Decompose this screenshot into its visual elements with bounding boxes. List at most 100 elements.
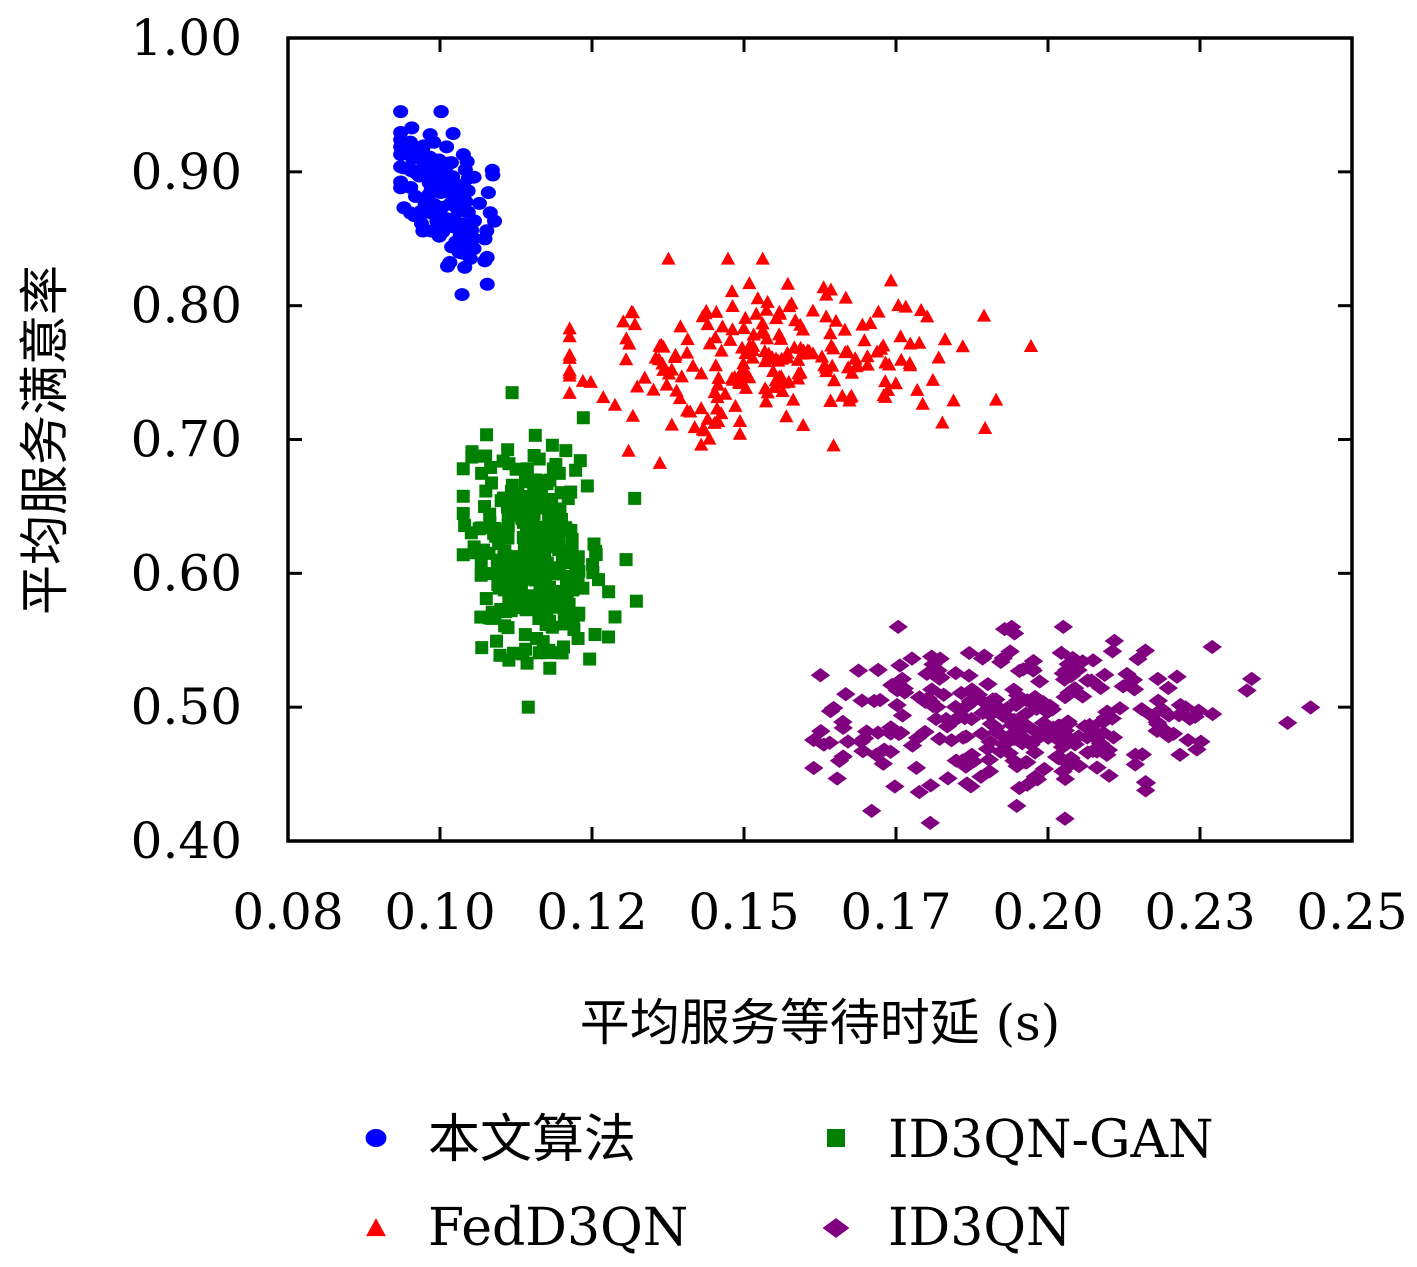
data-point-diamond bbox=[881, 726, 901, 741]
data-point-diamond bbox=[890, 658, 910, 673]
data-point-diamond bbox=[1202, 706, 1223, 722]
data-point-diamond bbox=[1079, 717, 1100, 733]
data-point-diamond bbox=[959, 668, 979, 683]
data-point-square bbox=[586, 566, 600, 580]
data-point-diamond bbox=[1141, 708, 1162, 723]
data-point-triangle bbox=[708, 330, 723, 344]
data-point-triangle bbox=[646, 382, 661, 396]
data-point-diamond bbox=[1055, 771, 1075, 787]
data-point-square bbox=[576, 581, 590, 595]
data-point-square bbox=[619, 553, 633, 567]
data-point-triangle bbox=[749, 306, 764, 320]
data-point-diamond bbox=[1004, 753, 1024, 768]
data-point-square bbox=[501, 443, 515, 457]
data-point-diamond bbox=[979, 764, 1000, 779]
data-point-triangle bbox=[759, 331, 775, 345]
x-tick-label: 0.23 bbox=[1144, 883, 1255, 941]
data-point-triangle bbox=[937, 332, 953, 346]
data-point-triangle bbox=[562, 329, 577, 343]
data-point-triangle bbox=[718, 386, 733, 400]
data-point-square bbox=[498, 619, 512, 633]
data-point-triangle bbox=[742, 276, 757, 290]
data-point-diamond bbox=[892, 708, 913, 723]
data-point-diamond bbox=[1055, 811, 1075, 826]
data-point-triangle bbox=[720, 251, 736, 265]
data-point-diamond bbox=[920, 778, 941, 793]
data-point-square bbox=[519, 603, 533, 617]
data-point-triangle bbox=[607, 397, 623, 411]
data-point-triangle bbox=[759, 302, 774, 316]
data-point-circle bbox=[445, 170, 461, 184]
data-point-circle bbox=[445, 220, 461, 234]
data-point-triangle bbox=[750, 291, 765, 305]
data-point-diamond bbox=[1028, 730, 1049, 746]
data-point-diamond bbox=[1053, 619, 1074, 635]
data-point-triangle bbox=[915, 396, 930, 410]
data-point-square bbox=[518, 628, 532, 642]
y-tick-label: 0.80 bbox=[131, 277, 242, 335]
data-point-square bbox=[532, 646, 546, 660]
data-point-triangle bbox=[622, 336, 637, 350]
data-point-triangle bbox=[695, 309, 710, 323]
data-point-triangle bbox=[755, 323, 771, 337]
data-point-triangle bbox=[625, 408, 641, 422]
data-point-triangle bbox=[736, 320, 751, 334]
data-point-triangle bbox=[844, 365, 860, 379]
data-point-diamond bbox=[994, 622, 1015, 637]
data-point-circle bbox=[479, 277, 495, 291]
data-point-diamond bbox=[1187, 742, 1207, 757]
data-point-circle bbox=[404, 121, 420, 135]
data-point-triangle bbox=[769, 311, 784, 325]
data-point-triangle bbox=[780, 350, 795, 364]
data-point-diamond bbox=[978, 676, 998, 692]
data-point-diamond bbox=[894, 685, 915, 700]
data-point-diamond bbox=[974, 648, 995, 663]
x-tick-label: 0.25 bbox=[1296, 883, 1407, 941]
data-point-square bbox=[628, 491, 642, 505]
data-point-triangle bbox=[913, 303, 929, 317]
data-point-diamond bbox=[980, 734, 1001, 749]
data-point-triangle bbox=[714, 343, 729, 357]
data-point-diamond bbox=[856, 724, 877, 739]
data-point-square bbox=[587, 537, 601, 551]
data-point-triangle bbox=[819, 309, 834, 323]
data-point-triangle bbox=[1023, 339, 1039, 353]
data-point-diamond bbox=[1178, 732, 1198, 748]
data-point-circle bbox=[446, 193, 462, 207]
data-point-diamond bbox=[885, 779, 905, 794]
data-point-square bbox=[464, 526, 478, 540]
data-point-diamond bbox=[1006, 697, 1026, 713]
data-point-triangle bbox=[700, 411, 715, 425]
data-point-diamond bbox=[1059, 685, 1079, 700]
data-point-diamond bbox=[887, 697, 907, 713]
data-point-diamond bbox=[1237, 683, 1257, 698]
legend-label-2: ID3QN-GAN bbox=[888, 1110, 1214, 1170]
data-point-diamond bbox=[1125, 747, 1146, 762]
data-point-triangle bbox=[664, 417, 679, 431]
data-point-diamond bbox=[1300, 700, 1321, 715]
data-point-square bbox=[456, 489, 470, 503]
data-point-triangle bbox=[840, 344, 855, 358]
data-point-square bbox=[474, 568, 488, 582]
data-point-triangle bbox=[583, 374, 598, 388]
data-point-triangle bbox=[707, 385, 722, 399]
x-tick-label: 0.12 bbox=[536, 883, 647, 941]
data-point-triangle bbox=[910, 382, 925, 396]
data-point-triangle bbox=[672, 391, 688, 405]
data-point-circle bbox=[487, 214, 503, 228]
data-point-triangle bbox=[621, 443, 636, 457]
data-point-diamond bbox=[852, 693, 872, 708]
data-point-triangle bbox=[694, 401, 709, 415]
data-point-triangle bbox=[860, 349, 875, 363]
data-point-diamond bbox=[1091, 680, 1111, 696]
y-tick-label: 0.90 bbox=[131, 143, 242, 201]
data-point-triangle bbox=[711, 370, 726, 384]
data-point-square bbox=[479, 484, 493, 498]
y-tick-label: 1.00 bbox=[131, 9, 242, 67]
data-point-triangle bbox=[616, 314, 631, 328]
data-point-triangle bbox=[732, 414, 748, 428]
data-point-square bbox=[544, 646, 558, 660]
data-point-triangle bbox=[562, 350, 577, 364]
data-point-square bbox=[528, 573, 542, 587]
